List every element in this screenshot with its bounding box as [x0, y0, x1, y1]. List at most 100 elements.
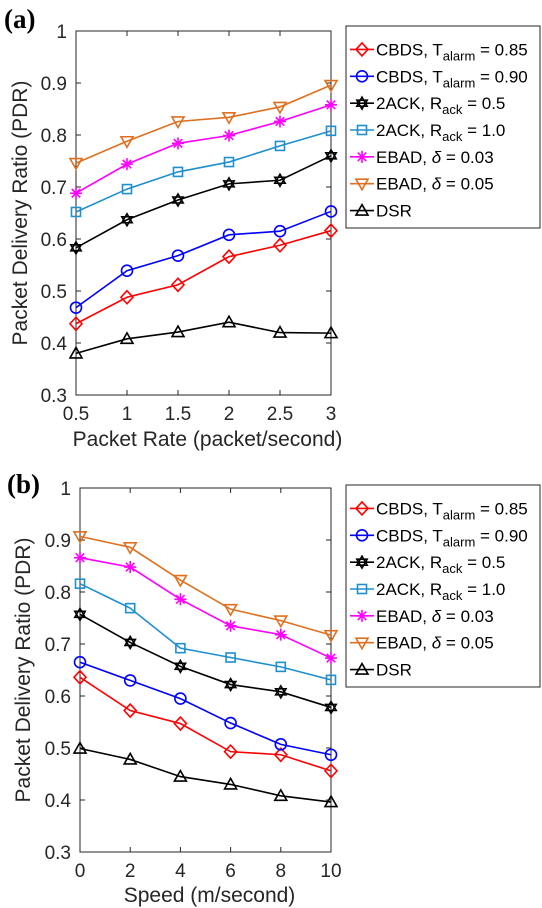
legend-label-text: EBAD,	[376, 148, 432, 167]
legend-marker	[355, 554, 369, 570]
data-point	[70, 206, 82, 218]
data-point	[325, 652, 337, 665]
y-tick-label: 0.6	[45, 687, 71, 708]
data-point	[224, 716, 237, 730]
series-line	[75, 84, 332, 164]
data-point	[121, 183, 133, 195]
data-point	[223, 776, 238, 790]
legend-label-subscript: ack	[442, 561, 463, 576]
data-point	[223, 129, 235, 142]
series-4	[74, 551, 337, 665]
data-point	[222, 176, 236, 192]
data-point	[223, 156, 235, 168]
legend-label-text: 2ACK, R	[376, 94, 442, 113]
data-point	[173, 715, 188, 732]
legend-label-text: 2ACK, R	[376, 121, 442, 140]
legend-label: CBDS, Talarm = 0.85	[376, 499, 528, 522]
series-5	[72, 531, 339, 643]
series-line	[79, 613, 332, 709]
legend-item: 2ACK, Rack = 1.0	[350, 580, 505, 603]
x-tick-label: 2.5	[267, 404, 293, 425]
data-point	[323, 794, 339, 808]
data-point	[68, 316, 84, 332]
series-line	[79, 535, 332, 636]
data-point	[325, 125, 337, 137]
series-line	[75, 210, 332, 309]
legend-marker	[354, 500, 370, 517]
x-tick-label: 4	[175, 861, 186, 882]
legend-label-subscript: alarm	[443, 48, 476, 63]
data-point	[274, 628, 287, 641]
data-point	[173, 574, 188, 588]
data-point	[221, 112, 237, 125]
y-tick-label: 0.8	[41, 126, 67, 147]
x-tick-label: 3	[326, 404, 337, 425]
data-point	[123, 702, 138, 719]
legend-label-text: CBDS, T	[376, 67, 443, 86]
data-point	[325, 98, 337, 111]
data-point	[324, 148, 338, 164]
legend-label-subscript: ack	[442, 129, 463, 144]
data-point	[69, 240, 83, 256]
legend-label-subscript: ack	[442, 588, 463, 603]
legend-marker	[354, 178, 370, 192]
legend-label-symbol: δ	[432, 607, 442, 626]
y-tick-label: 0.7	[45, 635, 71, 656]
data-point	[124, 561, 137, 574]
legend-label-text: DSR	[376, 202, 412, 221]
legend-marker	[355, 95, 369, 111]
data-point	[120, 212, 134, 228]
legend-label-text: EBAD,	[376, 607, 432, 626]
legend-label: 2ACK, Rack = 0.5	[376, 553, 505, 576]
chart-panel-a: (a) 0.3 0.4 0.5 0.6 0.7 0.8 0.9 1 0.5 1 1.5 2 2.5 3 Pac…	[4, 4, 541, 451]
legend-marker	[356, 583, 368, 595]
series-5	[68, 79, 339, 171]
legend-marker	[354, 637, 370, 651]
series-line	[75, 130, 332, 213]
series-line	[75, 155, 332, 249]
legend-label: 2ACK, Rack = 1.0	[376, 580, 505, 603]
y-tick-label: 1	[60, 479, 71, 500]
legend-label: CBDS, Talarm = 0.90	[376, 67, 528, 90]
data-point	[172, 137, 184, 150]
legend-marker	[355, 69, 369, 83]
data-point	[273, 615, 289, 629]
x-tick-label: 6	[225, 861, 236, 882]
data-point	[223, 743, 238, 760]
data-point	[275, 661, 287, 673]
data-point	[123, 634, 137, 651]
legend-label-text: EBAD,	[376, 175, 432, 194]
legend-item: DSR	[350, 661, 412, 680]
legend-marker	[355, 528, 369, 542]
series-line	[79, 661, 332, 756]
legend-marker	[354, 41, 370, 58]
y-tick-label: 0.6	[41, 230, 67, 251]
series-3	[70, 125, 337, 218]
series-2	[69, 148, 338, 256]
legend-label-value: = 0.03	[441, 148, 493, 167]
series-3	[74, 578, 337, 686]
series-line	[79, 676, 332, 772]
x-tick-label: 2	[125, 861, 136, 882]
data-point	[325, 674, 337, 686]
legend-label: EBAD, δ = 0.05	[376, 175, 494, 194]
data-point	[323, 629, 339, 643]
data-point	[323, 325, 339, 339]
legend-label-symbol: δ	[432, 634, 442, 653]
legend-label-value: = 0.5	[462, 94, 505, 113]
data-point	[323, 763, 339, 779]
x-tick-label: 1.5	[165, 404, 191, 425]
data-point	[73, 655, 87, 669]
series-6	[72, 740, 339, 808]
legend-label: DSR	[376, 661, 412, 680]
data-point	[224, 619, 237, 632]
series-1	[73, 655, 338, 762]
legend-item: 2ACK, Rack = 0.5	[350, 94, 505, 117]
legend-item: EBAD, δ = 0.05	[350, 175, 494, 194]
series-0	[68, 223, 339, 332]
y-tick-label: 0.8	[45, 583, 71, 604]
legend-label-text: 2ACK, R	[376, 553, 442, 572]
